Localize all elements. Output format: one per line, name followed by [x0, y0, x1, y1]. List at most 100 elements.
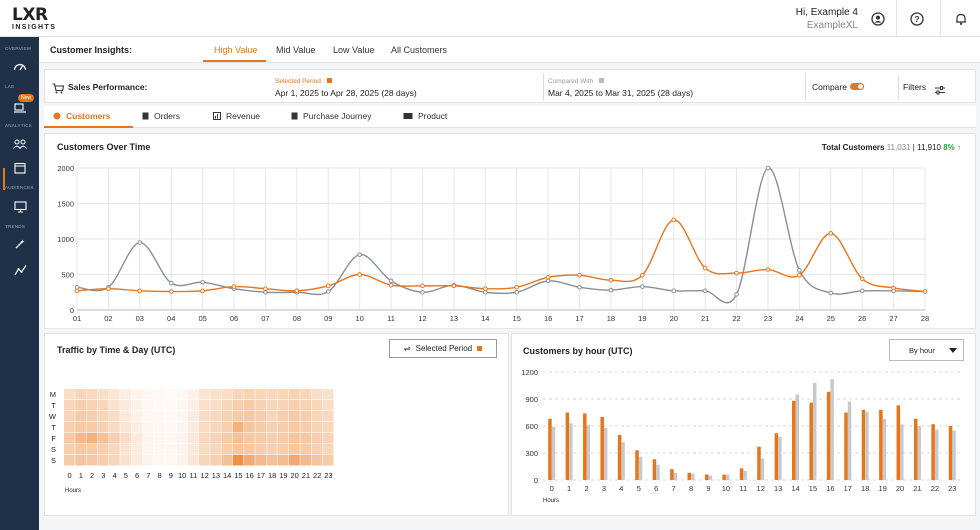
selected-series-point — [608, 277, 614, 283]
heatmap-hour-label: 3 — [101, 471, 105, 480]
selected-period-bar — [792, 400, 796, 480]
selected-period-bar — [809, 402, 813, 480]
customers-icon[interactable] — [11, 137, 29, 151]
tab-high-value[interactable]: High Value — [214, 45, 258, 55]
heatmap-cell — [221, 411, 233, 422]
tab-orders[interactable]: Orders — [142, 111, 180, 121]
compared-period-bar — [551, 426, 556, 480]
heatmap-cell — [97, 422, 109, 433]
heatmap-cell — [322, 411, 334, 422]
heatmap-cell — [244, 389, 255, 400]
x-tick-label: 19 — [638, 314, 646, 323]
divider — [898, 75, 899, 99]
sliders-icon[interactable] — [935, 82, 945, 100]
lab-icon[interactable] — [11, 100, 29, 114]
heatmap-cell — [97, 411, 109, 422]
selected-series-point — [765, 267, 771, 272]
heatmap-cell — [289, 422, 300, 433]
compared-period-bar — [569, 423, 573, 480]
filters-button[interactable]: Filters — [903, 82, 927, 92]
heatmap-cell — [165, 433, 176, 444]
heatmap-cell — [300, 433, 311, 444]
selected-period-bar — [861, 409, 866, 480]
tab-product[interactable]: Product — [403, 111, 447, 121]
tab-mid-value[interactable]: Mid Value — [276, 45, 316, 55]
tab-purchase-journey[interactable]: Purchase Journey — [291, 111, 372, 121]
heatmap-hour-label: 13 — [212, 471, 220, 480]
selected-period-range[interactable]: Apr 1, 2025 to Apr 28, 2025 (28 days) — [275, 88, 417, 98]
heatmap-cell — [187, 444, 199, 455]
tab-revenue[interactable]: Revenue — [213, 111, 260, 121]
compared-period-bar — [638, 456, 643, 480]
x-tick-label: 17 — [575, 314, 583, 323]
compared-period-bar — [603, 427, 608, 480]
heatmap-cell — [109, 422, 120, 433]
compared-period-bar — [621, 442, 625, 480]
x-tick-label: 6 — [654, 484, 658, 493]
x-tick-label: 27 — [889, 314, 897, 323]
heatmap-cell — [255, 455, 266, 466]
bell-icon[interactable] — [940, 0, 980, 37]
heatmap-cell — [86, 389, 98, 400]
heatmap-cell — [322, 455, 334, 466]
compared-period-bar — [882, 418, 887, 480]
heatmap-cell — [97, 444, 109, 455]
metric-tabs: Customers Orders Revenue Purchase Journe… — [44, 106, 976, 128]
heatmap-cell — [255, 411, 266, 422]
heatmap-cell — [300, 444, 311, 455]
by-hour-dropdown[interactable]: By hour — [889, 339, 964, 361]
heatmap-cell — [109, 444, 120, 455]
heatmap-cell — [210, 444, 221, 455]
compared-period-bar — [917, 426, 921, 480]
heatmap-cell — [232, 433, 244, 444]
svg-text:?: ? — [914, 14, 919, 24]
tab-all-customers[interactable]: All Customers — [391, 45, 448, 55]
heatmap-cell — [187, 389, 199, 400]
selected-series-point — [797, 272, 802, 278]
heatmap-cell — [266, 389, 278, 400]
help-icon[interactable]: ? — [896, 0, 936, 37]
calendar-icon[interactable] — [11, 161, 29, 175]
compared-period-range[interactable]: Mar 4, 2025 to Mar 31, 2025 (28 days) — [548, 88, 694, 98]
compared-period-bar — [691, 473, 695, 480]
compare-series-point — [671, 288, 677, 294]
heatmap-cell — [142, 411, 154, 422]
heatmap-cell — [277, 422, 289, 433]
x-tick-label: 0 — [550, 484, 554, 493]
heatmap-cell — [109, 389, 120, 400]
traffic-title: Traffic by Time & Day (UTC) — [57, 345, 176, 355]
speedometer-icon[interactable] — [11, 59, 29, 73]
tab-customers[interactable]: Customers — [53, 111, 110, 121]
x-tick-label: 23 — [764, 314, 772, 323]
wand-icon[interactable] — [11, 237, 29, 251]
heatmap-cell — [221, 400, 233, 411]
compared-period-bar — [795, 394, 800, 480]
user-circle-icon[interactable] — [858, 0, 898, 37]
heatmap-cell — [131, 433, 143, 444]
heatmap-cell — [64, 433, 75, 444]
heatmap-hour-label: 23 — [324, 471, 332, 480]
x-tick-label: 9 — [706, 484, 710, 493]
selected-period-bar — [722, 474, 726, 480]
heatmap-day-label: F — [51, 434, 56, 443]
x-tick-label: 16 — [544, 314, 552, 323]
compare-series-point — [420, 289, 425, 295]
y-tick-label: 0 — [70, 306, 74, 315]
heatmap-cell — [311, 433, 323, 444]
compare-toggle[interactable] — [850, 83, 864, 90]
heatmap-cell — [165, 455, 176, 466]
heatmap-cell — [277, 400, 289, 411]
x-tick-label: 5 — [637, 484, 641, 493]
selected-period-bar — [617, 435, 622, 480]
heatmap-cell — [266, 411, 278, 422]
selected-period-bar — [704, 474, 709, 480]
selected-period-button[interactable]: ⇌ Selected Period — [389, 339, 497, 358]
heatmap-cell — [64, 411, 75, 422]
trend-icon[interactable] — [11, 263, 29, 277]
by-hour-title: Customers by hour (UTC) — [523, 346, 633, 356]
tab-low-value[interactable]: Low Value — [333, 45, 375, 55]
lxr-logo[interactable]: LXR INSIGHTS — [12, 7, 66, 32]
monitor-icon[interactable] — [11, 200, 29, 214]
heatmap-cell — [109, 455, 120, 466]
journey-tab-icon — [291, 112, 298, 120]
